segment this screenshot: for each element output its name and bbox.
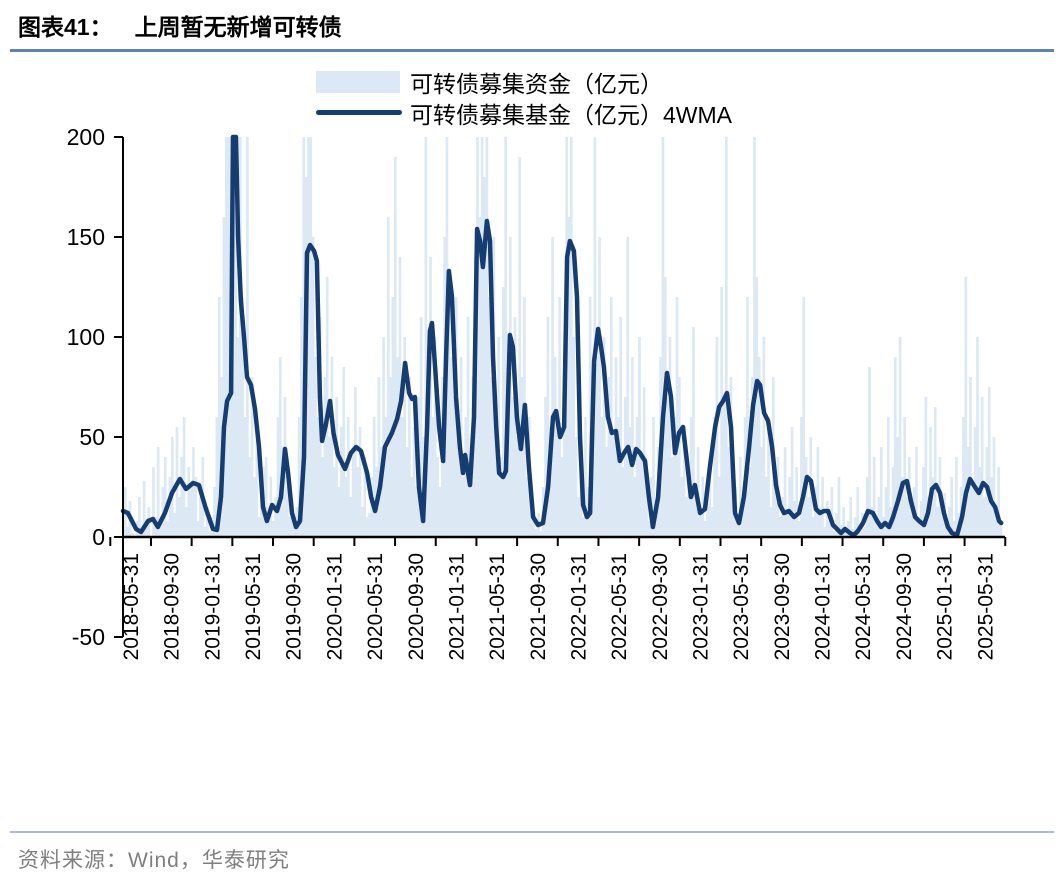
source-note: 资料来源：Wind，华泰研究 [18, 849, 290, 872]
legend-item-raw: 可转债募集资金（亿元） [316, 66, 732, 97]
figure-header: 图表41： 上周暂无新增可转债 [18, 8, 342, 42]
svg-text:50: 50 [79, 424, 105, 450]
svg-text:2020-05-31: 2020-05-31 [364, 553, 387, 660]
svg-text:0: 0 [92, 524, 105, 550]
svg-text:2025-05-31: 2025-05-31 [974, 553, 997, 660]
legend-label-wma: 可转债募集基金（亿元）4WMA [410, 101, 732, 128]
svg-text:2021-09-30: 2021-09-30 [527, 553, 550, 660]
svg-text:2019-09-30: 2019-09-30 [283, 553, 306, 660]
figure-title: 上周暂无新增可转债 [134, 14, 342, 40]
svg-text:2022-05-31: 2022-05-31 [608, 553, 631, 660]
svg-text:2023-01-31: 2023-01-31 [690, 553, 713, 660]
svg-text:-50: -50 [72, 624, 105, 650]
svg-text:2023-09-30: 2023-09-30 [771, 553, 794, 660]
svg-text:2023-05-31: 2023-05-31 [730, 553, 753, 660]
svg-text:2021-05-31: 2021-05-31 [486, 553, 509, 660]
title-rule [10, 49, 1054, 52]
svg-text:2024-09-30: 2024-09-30 [893, 553, 916, 660]
legend-item-wma: 可转债募集基金（亿元）4WMA [316, 97, 732, 128]
footer-rule [10, 831, 1054, 833]
chart-legend: 可转债募集资金（亿元） 可转债募集基金（亿元）4WMA [316, 66, 732, 128]
svg-text:2022-09-30: 2022-09-30 [649, 553, 672, 660]
svg-text:2020-09-30: 2020-09-30 [405, 553, 428, 660]
svg-text:200: 200 [67, 124, 105, 150]
line-swatch-icon [316, 110, 402, 115]
svg-text:100: 100 [67, 324, 105, 350]
figure-label: 图表41： [18, 14, 113, 40]
svg-text:2019-05-31: 2019-05-31 [242, 553, 265, 660]
svg-text:2019-01-31: 2019-01-31 [201, 553, 224, 660]
svg-text:2025-01-31: 2025-01-31 [934, 553, 957, 660]
svg-text:2021-01-31: 2021-01-31 [445, 553, 468, 660]
legend-label-raw: 可转债募集资金（亿元） [410, 70, 663, 97]
svg-text:2024-05-31: 2024-05-31 [852, 553, 875, 660]
svg-text:2020-01-31: 2020-01-31 [323, 553, 346, 660]
svg-text:2022-01-31: 2022-01-31 [567, 553, 590, 660]
area-swatch-icon [316, 70, 400, 93]
svg-text:2018-09-30: 2018-09-30 [161, 553, 184, 660]
svg-text:2024-01-31: 2024-01-31 [812, 553, 835, 660]
svg-text:2018-05-31: 2018-05-31 [120, 553, 143, 660]
svg-text:150: 150 [67, 224, 105, 250]
